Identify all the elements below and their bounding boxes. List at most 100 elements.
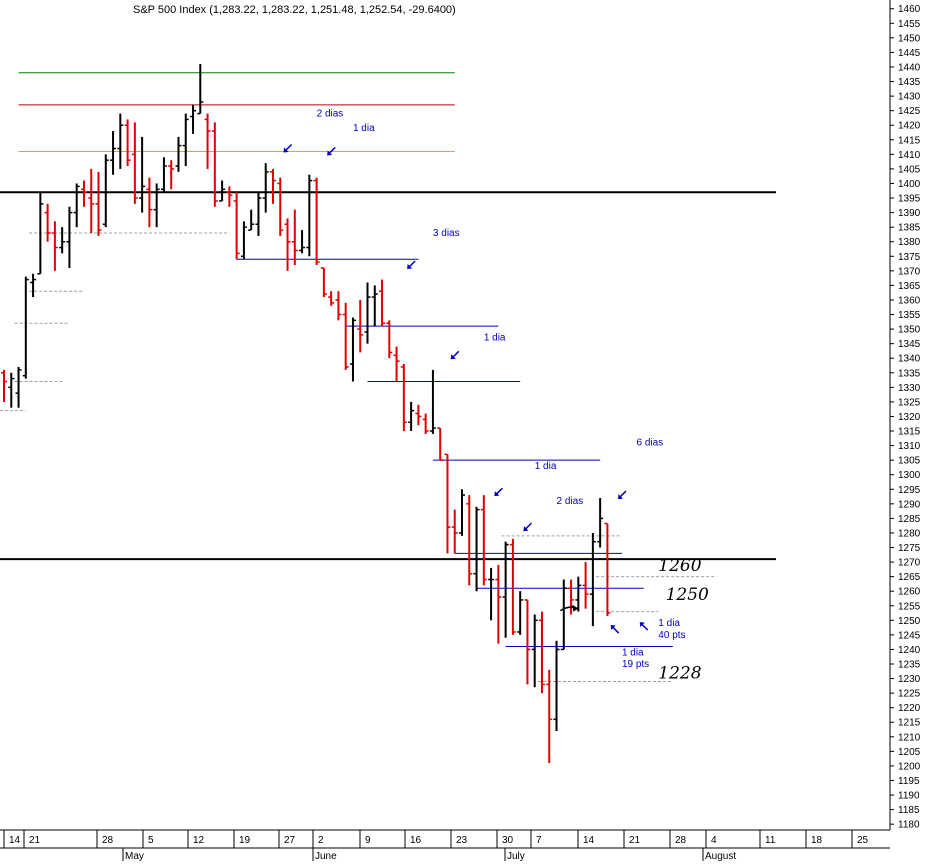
x-day-label-11: 30 [502, 835, 514, 846]
ohlc-bar-5 [37, 192, 44, 275]
arrow-shaft [641, 623, 649, 631]
y-tick-label-44: 1400 [898, 179, 921, 190]
x-day-label-15: 28 [675, 835, 687, 846]
ohlc-bar-34 [248, 209, 255, 231]
y-tick-label-4: 1200 [898, 761, 921, 772]
arrow-shaft [495, 487, 503, 495]
ohlc-bar-82 [597, 498, 604, 548]
ohlc-bar-64 [466, 495, 473, 586]
ohlc-bar-39 [284, 218, 291, 271]
y-tick-label-18: 1270 [898, 558, 921, 569]
handwritten-level-1: 1250 [666, 585, 709, 605]
arrow-head [450, 354, 456, 360]
x-month-label-3: August [705, 851, 736, 861]
arrow-head [407, 264, 413, 270]
ohlc-bar-26 [190, 104, 197, 134]
y-tick-label-42: 1390 [898, 208, 921, 219]
ohlc-bar-38 [277, 177, 284, 236]
ohlc-bar-0 [1, 369, 7, 402]
arrow-head [327, 150, 333, 156]
ohlc-bar-9 [66, 206, 73, 268]
ohlc-bar-52 [379, 279, 386, 327]
y-tick-label-28: 1320 [898, 412, 921, 423]
arrow-down-3 [450, 350, 460, 360]
ohlc-bar-25 [182, 113, 189, 166]
ohlc-bar-65 [473, 506, 480, 592]
arrow-down-2 [407, 260, 416, 270]
arrow-head [617, 494, 623, 500]
ohlc-bar-3 [22, 276, 29, 379]
y-tick-label-14: 1250 [898, 616, 921, 627]
ohlc-bar-79 [575, 576, 582, 612]
arrow-down-0 [283, 143, 293, 153]
x-day-label-9: 16 [410, 835, 422, 846]
y-tick-label-51: 1435 [898, 77, 921, 88]
ohlc-bar-15 [110, 131, 117, 175]
ohlc-bar-60 [437, 427, 444, 461]
y-tick-label-32: 1340 [898, 354, 921, 365]
ohlc-bar-32 [233, 192, 240, 260]
arrow-down-1 [327, 146, 336, 156]
ohlc-bar-69 [502, 541, 509, 638]
ohlc-bar-40 [291, 209, 298, 266]
y-tick-label-45: 1405 [898, 164, 921, 175]
annotation-text-3: 1 dia [484, 333, 506, 344]
y-tick-label-7: 1215 [898, 718, 921, 729]
price-bars [1, 64, 611, 764]
ohlc-bar-53 [386, 320, 393, 359]
y-tick-label-48: 1420 [898, 121, 921, 132]
x-day-label-18: 18 [811, 835, 823, 846]
ohlc-bar-17 [124, 119, 131, 166]
ohlc-bar-67 [488, 567, 495, 621]
ohlc-bar-31 [226, 186, 233, 207]
arrow-head [494, 491, 500, 497]
ohlc-bar-21 [153, 183, 160, 228]
y-tick-label-5: 1205 [898, 747, 921, 758]
ohlc-bar-27 [197, 64, 204, 115]
y-tick-label-21: 1285 [898, 514, 921, 525]
arrow-shaft [408, 260, 416, 268]
y-tick-label-19: 1275 [898, 543, 921, 554]
x-day-label-0: 14 [9, 835, 21, 846]
y-tick-label-49: 1425 [898, 106, 921, 117]
arrow-head [610, 625, 616, 631]
arrow-shaft [452, 350, 460, 358]
ohlc-bar-33 [240, 221, 247, 260]
ohlc-bar-78 [568, 579, 575, 615]
x-day-label-1: 21 [29, 835, 41, 846]
ohlc-bar-19 [139, 136, 146, 213]
y-tick-label-36: 1360 [898, 295, 921, 306]
annotation-text-4: 1 dia [535, 461, 557, 472]
ohlc-bar-83 [604, 522, 611, 617]
ohlc-bar-74 [538, 611, 545, 694]
ohlc-bar-36 [262, 163, 269, 213]
y-tick-label-12: 1240 [898, 645, 921, 656]
y-tick-label-15: 1255 [898, 601, 921, 612]
ohlc-bar-35 [255, 192, 262, 236]
ohlc-bar-8 [59, 227, 66, 254]
y-tick-label-10: 1230 [898, 674, 921, 685]
ohlc-bar-72 [524, 599, 531, 685]
ohlc-bar-70 [509, 538, 516, 635]
x-day-label-14: 21 [629, 835, 641, 846]
y-tick-label-29: 1325 [898, 397, 921, 408]
ohlc-bar-49 [357, 299, 364, 353]
ohlc-bar-58 [422, 413, 429, 434]
annotation-text-1: 1 dia [353, 123, 375, 134]
x-day-label-2: 28 [102, 835, 114, 846]
ohlc-bar-55 [400, 364, 407, 432]
y-tick-label-2: 1190 [898, 791, 920, 802]
y-tick-label-26: 1310 [898, 441, 921, 452]
x-month-label-0: May [125, 851, 144, 861]
handwritten-level-0: 1260 [658, 556, 701, 576]
arrow-shaft [612, 626, 620, 634]
ohlc-bar-12 [88, 168, 95, 233]
ohlc-bar-63 [459, 489, 466, 536]
ohlc-bar-13 [95, 171, 102, 236]
ohlc-bar-46 [335, 291, 342, 321]
ohlc-bar-47 [342, 302, 349, 370]
chart-title: S&P 500 Index (1,283.22, 1,283.22, 1,251… [133, 4, 456, 16]
arrow-up-0 [610, 625, 620, 634]
ohlc-bar-29 [211, 122, 218, 207]
